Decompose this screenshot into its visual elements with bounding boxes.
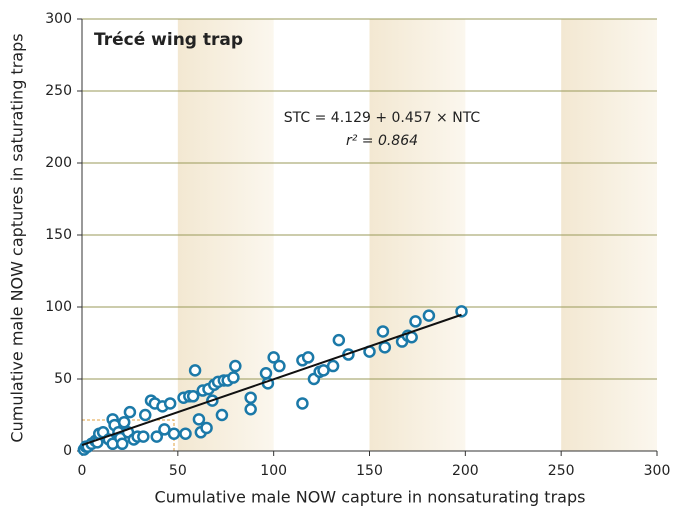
data-point <box>267 351 280 364</box>
y-tick-label: 150 <box>45 227 72 243</box>
data-point <box>179 427 192 440</box>
x-tick-label: 150 <box>356 463 383 479</box>
data-point <box>317 364 330 377</box>
data-point <box>188 364 202 377</box>
y-axis-title: Cumulative male NOW captures in saturati… <box>8 33 27 442</box>
data-point <box>137 430 150 443</box>
data-point <box>229 359 242 373</box>
x-tick-label: 250 <box>548 463 575 479</box>
data-point <box>376 325 390 338</box>
regression-line <box>81 313 462 447</box>
data-point <box>150 430 163 443</box>
y-tick-label: 50 <box>54 371 72 387</box>
data-point <box>139 408 152 422</box>
data-point <box>215 408 229 422</box>
y-tick-label: 300 <box>45 11 72 27</box>
x-tick-label: 0 <box>78 463 87 479</box>
data-point <box>123 405 137 419</box>
data-point <box>244 391 257 404</box>
data-point <box>116 437 129 451</box>
x-tick-label: 300 <box>644 463 671 479</box>
data-point <box>455 305 468 318</box>
data-point <box>332 333 346 347</box>
data-point <box>301 351 315 364</box>
y-tick-label: 250 <box>45 83 72 99</box>
data-point <box>259 366 273 380</box>
data-point <box>186 390 200 403</box>
data-point <box>378 341 392 354</box>
x-axis-title: Cumulative male NOW capture in nonsatura… <box>155 488 586 507</box>
data-point <box>163 397 177 410</box>
y-tick-label: 200 <box>45 155 72 171</box>
annotation: STC = 4.129 + 0.457 × NTC <box>284 110 481 126</box>
data-point <box>244 402 257 416</box>
y-tick-label: 0 <box>63 443 72 459</box>
data-point <box>422 309 436 322</box>
data-point <box>296 397 309 410</box>
data-point <box>117 415 131 429</box>
data-point <box>273 359 286 373</box>
data-point <box>326 359 340 373</box>
data-point <box>192 413 206 426</box>
annotation: r² = 0.864 <box>346 133 418 149</box>
x-tick-label: 100 <box>260 463 287 479</box>
x-tick-label: 200 <box>452 463 479 479</box>
data-point <box>409 315 422 328</box>
data-point <box>227 371 240 384</box>
data-point <box>167 427 181 440</box>
data-point <box>158 423 171 436</box>
data-point <box>200 421 213 435</box>
chart-title: Trécé wing trap <box>94 30 243 50</box>
y-tick-label: 100 <box>45 299 72 315</box>
x-tick-label: 50 <box>169 463 187 479</box>
